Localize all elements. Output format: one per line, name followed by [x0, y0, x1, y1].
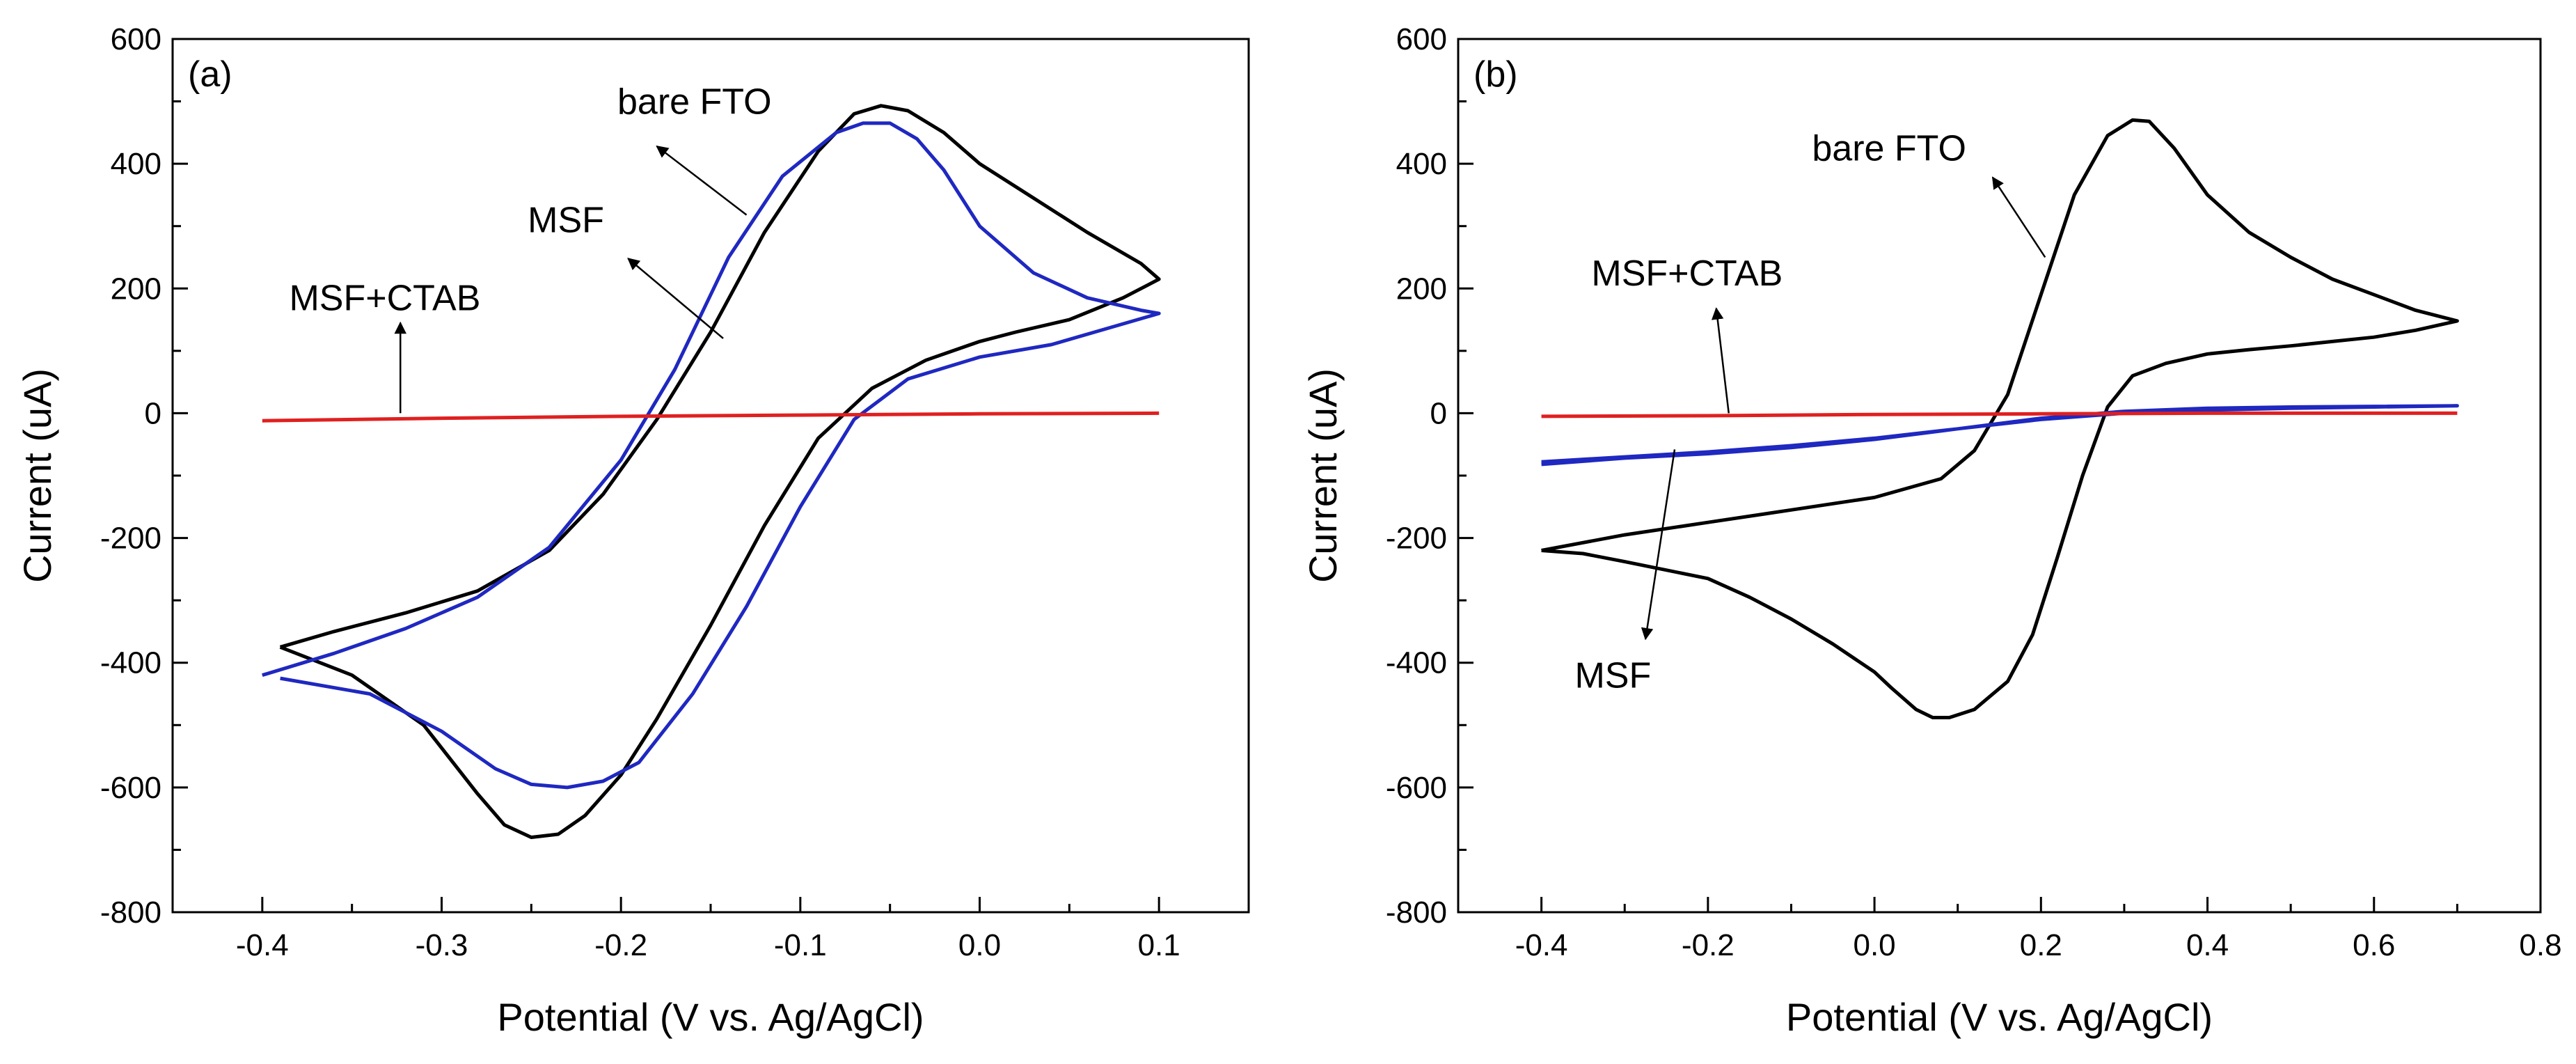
panel-label: (a)	[188, 54, 232, 95]
y-axis-title: Current (uA)	[1301, 368, 1345, 583]
x-tick-label: -0.2	[1682, 928, 1735, 962]
y-tick-label: -600	[1386, 771, 1447, 805]
y-tick-label: 200	[1396, 272, 1447, 306]
series-msf	[262, 121, 1161, 790]
x-axis-title: Potential (V vs. Ag/AgCl)	[497, 995, 924, 1039]
x-tick-label: 0.0	[1853, 928, 1895, 962]
annotation-label: MSF+CTAB	[289, 279, 480, 319]
panel-a: -0.4 -0.3 -0.2 -0.1 0.0 0.1 -800 -600 -400 -200 0 2…	[15, 22, 1250, 1039]
annotation-label: MSF	[1574, 656, 1651, 696]
annotation-label: MSF	[528, 201, 604, 241]
x-tick-label: -0.2	[594, 928, 647, 962]
y-tick-label: -800	[1386, 895, 1447, 930]
y-tick-label: 600	[111, 22, 161, 56]
x-tick-label: 0.2	[2020, 928, 2062, 962]
annotation-label: bare FTO	[617, 81, 772, 122]
y-tick-label: -400	[100, 646, 161, 680]
annotation-arrow	[656, 145, 748, 216]
series-bare-fto	[279, 104, 1161, 839]
annotation-arrow	[627, 258, 724, 339]
x-tick-label: 0.6	[2353, 928, 2395, 962]
panel-b: -0.4 -0.2 0.0 0.2 0.4 0.6 0.8 -800 -600 -400 -200 0…	[1301, 22, 2562, 1039]
y-tick-label: -600	[100, 771, 161, 805]
y-tick-label: 0	[1430, 396, 1447, 430]
y-tick-label: -400	[1386, 646, 1447, 680]
y-tick-label: -200	[100, 522, 161, 556]
x-tick-label: 0.8	[2519, 928, 2561, 962]
y-tick-label: 600	[1396, 22, 1447, 56]
plot-frame	[1457, 38, 2542, 914]
annotation-arrow	[1711, 307, 1730, 414]
x-tick-label: -0.4	[236, 928, 289, 962]
annotation-arrow	[1991, 176, 2046, 258]
x-axis-title: Potential (V vs. Ag/AgCl)	[1786, 995, 2213, 1039]
x-tick-label: 0.0	[958, 928, 1001, 962]
x-tick-label: 0.1	[1138, 928, 1180, 962]
x-tick-label: -0.4	[1515, 928, 1568, 962]
series-msf-ctab	[1541, 411, 2458, 418]
y-tick-label: 400	[111, 147, 161, 181]
series-msf	[1541, 404, 2459, 467]
plot-frame	[171, 38, 1250, 914]
x-tick-label: -0.1	[774, 928, 827, 962]
y-tick-label: -800	[100, 895, 161, 930]
y-tick-label: 200	[111, 272, 161, 306]
y-tick-label: -200	[1386, 522, 1447, 556]
x-tick-label: 0.4	[2186, 928, 2229, 962]
series-bare-fto	[1541, 118, 2459, 719]
annotation-label: MSF+CTAB	[1591, 253, 1783, 294]
y-axis-title: Current (uA)	[15, 368, 59, 583]
x-tick-label: -0.3	[416, 928, 468, 962]
series-msf-ctab	[262, 411, 1160, 423]
annotation-label: bare FTO	[1812, 129, 1966, 169]
y-tick-label: 0	[145, 396, 161, 430]
panel-label: (b)	[1473, 54, 1518, 95]
y-tick-label: 400	[1396, 147, 1447, 181]
annotation-arrow	[1641, 449, 1676, 641]
